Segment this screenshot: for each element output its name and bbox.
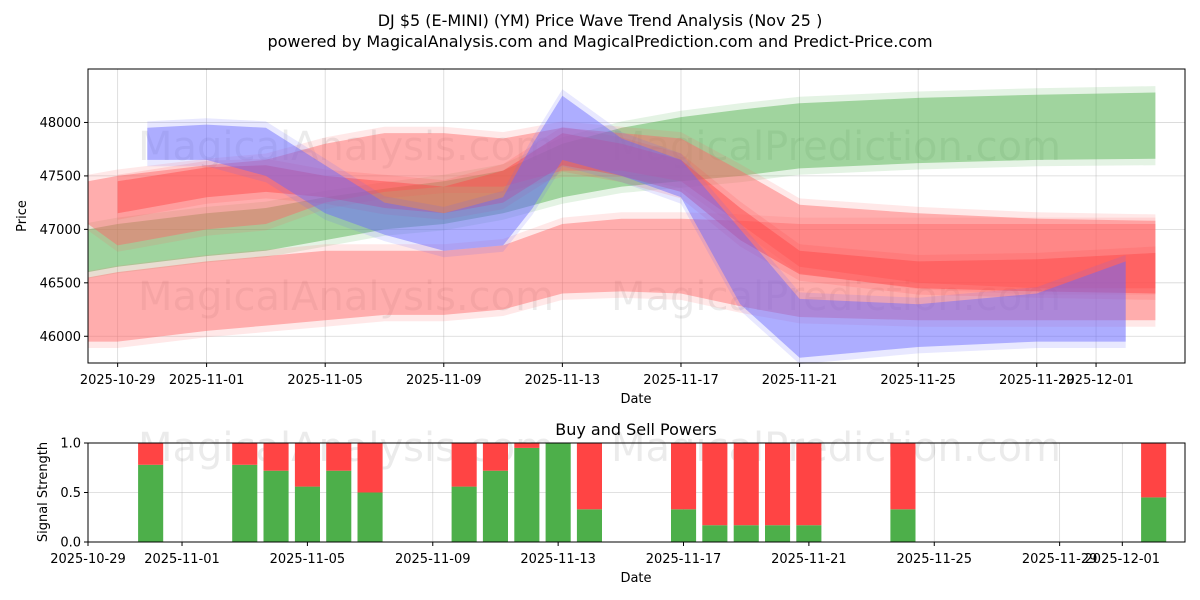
sell-bar-2025-11-19: [734, 443, 759, 525]
sell-bar-2025-11-21: [796, 443, 821, 525]
price-xtick-label-6: 2025-11-21: [762, 373, 838, 388]
buy-bar-2025-11-19: [734, 525, 759, 542]
buy-bar-2025-11-07: [358, 493, 383, 543]
price-bands: [88, 86, 1155, 364]
buy-bar-2025-11-12: [514, 448, 539, 542]
price-xtick-label-0: 2025-10-29: [80, 373, 156, 388]
power-xtick-label-7: 2025-11-25: [896, 552, 972, 567]
power-x-label: Date: [620, 571, 651, 586]
sell-bar-2025-11-04: [264, 443, 289, 471]
sell-bar-2025-12-02: [1141, 443, 1166, 497]
buy-bar-2025-11-20: [765, 525, 790, 542]
sell-bar-2025-11-06: [326, 443, 351, 471]
buy-bar-2025-11-11: [483, 471, 508, 542]
power-xtick-label-0: 2025-10-29: [50, 552, 126, 567]
buy-bar-2025-11-04: [264, 471, 289, 542]
power-xtick-label-5: 2025-11-17: [646, 552, 722, 567]
price-ytick-label-2: 47000: [40, 223, 81, 238]
buy-bar-2025-11-17: [671, 509, 696, 542]
price-xtick-label-3: 2025-11-09: [406, 373, 482, 388]
sell-bar-2025-11-03: [232, 443, 257, 465]
power-xtick-label-9: 2025-12-01: [1085, 552, 1161, 567]
price-xtick-label-1: 2025-11-01: [169, 373, 245, 388]
power-ytick-label-2: 1.0: [60, 437, 81, 452]
price-xtick-label-5: 2025-11-17: [643, 373, 719, 388]
chart-subtitle: powered by MagicalAnalysis.com and Magic…: [267, 32, 932, 51]
price-ytick-label-0: 46000: [40, 330, 81, 345]
power-ytick-label-1: 0.5: [60, 486, 81, 501]
buy-bar-2025-11-03: [232, 465, 257, 542]
price-xtick-label-9: 2025-12-01: [1058, 373, 1134, 388]
sell-bar-2025-11-10: [452, 443, 477, 487]
price-ytick-label-3: 47500: [40, 169, 81, 184]
sell-bar-2025-11-24: [890, 443, 915, 509]
sell-bar-2025-11-11: [483, 443, 508, 471]
buy-bar-2025-11-18: [702, 525, 727, 542]
sell-bar-2025-11-05: [295, 443, 320, 487]
buy-bar-2025-11-10: [452, 487, 477, 542]
sell-bar-2025-10-31: [138, 443, 163, 465]
buy-bar-2025-11-14: [577, 509, 602, 542]
buy-bar-2025-12-02: [1141, 497, 1166, 542]
buy-bar-2025-11-24: [890, 509, 915, 542]
price-ytick-label-1: 46500: [40, 276, 81, 291]
chart-title: DJ $5 (E-MINI) (YM) Price Wave Trend Ana…: [378, 11, 823, 30]
power-xtick-label-4: 2025-11-13: [520, 552, 596, 567]
buy-bar-2025-11-05: [295, 487, 320, 542]
buy-bar-2025-10-31: [138, 465, 163, 542]
sell-bar-2025-11-12: [514, 443, 539, 448]
sell-bar-2025-11-20: [765, 443, 790, 525]
buy-bar-2025-11-13: [546, 443, 571, 542]
buy-bar-2025-11-06: [326, 471, 351, 542]
price-x-label: Date: [620, 392, 651, 407]
sell-bar-2025-11-07: [358, 443, 383, 493]
power-y-label: Signal Strength: [36, 442, 51, 542]
sell-bar-2025-11-17: [671, 443, 696, 509]
price-y-label: Price: [15, 200, 30, 232]
power-plot: Buy and Sell Powers MagicalAnalysis.comM…: [36, 420, 1185, 586]
buy-bar-2025-11-21: [796, 525, 821, 542]
power-xtick-label-2: 2025-11-05: [270, 552, 346, 567]
price-plot: MagicalAnalysis.com MagicalPrediction.com…: [15, 69, 1185, 407]
price-xtick-label-7: 2025-11-25: [880, 373, 956, 388]
power-xtick-label-6: 2025-11-21: [771, 552, 847, 567]
price-xtick-label-4: 2025-11-13: [525, 373, 601, 388]
sell-bar-2025-11-14: [577, 443, 602, 509]
price-ytick-label-4: 48000: [40, 116, 81, 131]
power-xtick-label-3: 2025-11-09: [395, 552, 471, 567]
power-ytick-label-0: 0.0: [60, 536, 81, 551]
chart-figure: DJ $5 (E-MINI) (YM) Price Wave Trend Ana…: [0, 0, 1200, 600]
price-xtick-label-2: 2025-11-05: [287, 373, 363, 388]
sell-bar-2025-11-18: [702, 443, 727, 525]
power-xtick-label-1: 2025-11-01: [144, 552, 220, 567]
